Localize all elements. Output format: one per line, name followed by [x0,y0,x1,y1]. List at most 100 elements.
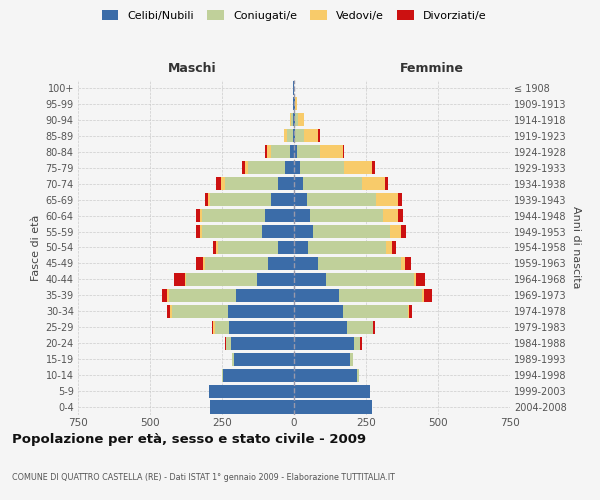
Bar [338,289,422,302]
Bar [221,177,225,190]
Bar [284,130,287,142]
Bar [293,114,294,126]
Bar [287,130,293,142]
Bar [350,352,353,366]
Bar [291,114,293,126]
Bar [202,225,262,238]
Bar [392,241,396,254]
Bar [175,273,185,286]
Bar [215,320,229,334]
Bar [302,177,362,190]
Bar [293,130,294,142]
Bar [223,368,294,382]
Bar [294,225,313,238]
Bar [294,241,308,254]
Bar [233,352,294,366]
Bar [167,305,170,318]
Bar [413,273,416,286]
Bar [294,193,307,206]
Bar [212,320,214,334]
Bar [326,273,413,286]
Bar [230,336,294,350]
Text: COMUNE DI QUATTRO CASTELLA (RE) - Dati ISTAT 1° gennaio 2009 - Elaborazione TUTT: COMUNE DI QUATTRO CASTELLA (RE) - Dati I… [12,473,395,482]
Bar [172,305,228,318]
Bar [222,368,223,382]
Bar [386,241,392,254]
Bar [216,177,221,190]
Bar [232,352,233,366]
Bar [416,273,425,286]
Bar [294,273,326,286]
Bar [161,289,167,302]
Bar [310,209,383,222]
Text: Femmine: Femmine [400,62,464,76]
Bar [185,273,186,286]
Y-axis label: Anni di nascita: Anni di nascita [571,206,581,288]
Bar [228,305,294,318]
Bar [294,130,295,142]
Bar [225,336,226,350]
Bar [405,257,410,270]
Bar [196,225,200,238]
Bar [294,305,343,318]
Bar [294,209,310,222]
Bar [236,289,294,302]
Bar [294,352,350,366]
Bar [297,145,320,158]
Bar [294,114,295,126]
Bar [211,400,294,413]
Bar [211,193,271,206]
Bar [203,257,205,270]
Bar [401,257,405,270]
Bar [268,257,294,270]
Bar [355,336,360,350]
Bar [344,161,372,174]
Bar [307,193,376,206]
Bar [196,209,200,222]
Bar [265,209,294,222]
Bar [200,225,202,238]
Bar [295,130,304,142]
Bar [294,145,297,158]
Bar [358,368,359,382]
Bar [304,130,319,142]
Bar [242,161,245,174]
Bar [295,114,298,126]
Bar [343,145,344,158]
Bar [401,225,406,238]
Bar [294,177,302,190]
Bar [290,114,291,126]
Bar [295,98,296,110]
Bar [202,209,265,222]
Text: Maschi: Maschi [167,62,217,76]
Bar [205,257,268,270]
Bar [408,305,409,318]
Bar [262,225,294,238]
Legend: Celibi/Nubili, Coniugati/e, Vedovi/e, Divorziati/e: Celibi/Nubili, Coniugati/e, Vedovi/e, Di… [100,8,488,23]
Bar [319,257,401,270]
Bar [200,209,202,222]
Bar [294,289,338,302]
Bar [278,177,294,190]
Bar [278,241,294,254]
Bar [308,241,386,254]
Bar [286,161,294,174]
Bar [343,305,408,318]
Bar [319,130,320,142]
Bar [391,225,401,238]
Bar [424,289,432,302]
Bar [257,273,294,286]
Bar [422,289,424,302]
Bar [167,289,169,302]
Bar [226,336,230,350]
Bar [248,161,286,174]
Bar [294,384,370,398]
Bar [209,384,294,398]
Bar [398,209,403,222]
Bar [294,400,372,413]
Bar [320,145,343,158]
Bar [376,193,398,206]
Bar [265,145,266,158]
Bar [362,177,385,190]
Bar [360,336,362,350]
